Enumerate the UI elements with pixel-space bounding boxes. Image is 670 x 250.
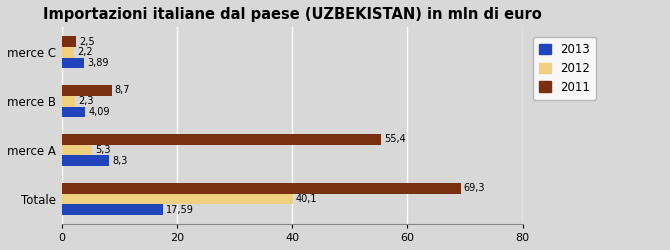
Bar xyxy=(62,36,76,47)
Text: 2,2: 2,2 xyxy=(77,47,93,57)
Bar xyxy=(62,204,163,215)
Bar xyxy=(62,47,74,58)
Bar xyxy=(62,106,85,117)
Text: 5,3: 5,3 xyxy=(95,145,111,155)
Text: 40,1: 40,1 xyxy=(295,194,317,204)
Bar xyxy=(62,58,84,68)
Legend: 2013, 2012, 2011: 2013, 2012, 2011 xyxy=(533,37,596,100)
Text: 17,59: 17,59 xyxy=(166,205,194,215)
Bar xyxy=(62,96,75,106)
Bar xyxy=(62,156,109,166)
Bar xyxy=(62,194,293,204)
Bar xyxy=(62,134,381,145)
Bar xyxy=(62,85,112,96)
Bar xyxy=(62,183,461,194)
Text: 2,3: 2,3 xyxy=(78,96,93,106)
Text: 4,09: 4,09 xyxy=(88,107,110,117)
Text: 3,89: 3,89 xyxy=(87,58,109,68)
Title: Importazioni italiane dal paese (UZBEKISTAN) in mln di euro: Importazioni italiane dal paese (UZBEKIS… xyxy=(43,7,541,22)
Text: 2,5: 2,5 xyxy=(79,36,94,46)
Text: 69,3: 69,3 xyxy=(464,183,485,193)
Text: 8,3: 8,3 xyxy=(113,156,128,166)
Text: 8,7: 8,7 xyxy=(115,86,130,96)
Text: 55,4: 55,4 xyxy=(384,134,405,144)
Bar xyxy=(62,145,92,156)
